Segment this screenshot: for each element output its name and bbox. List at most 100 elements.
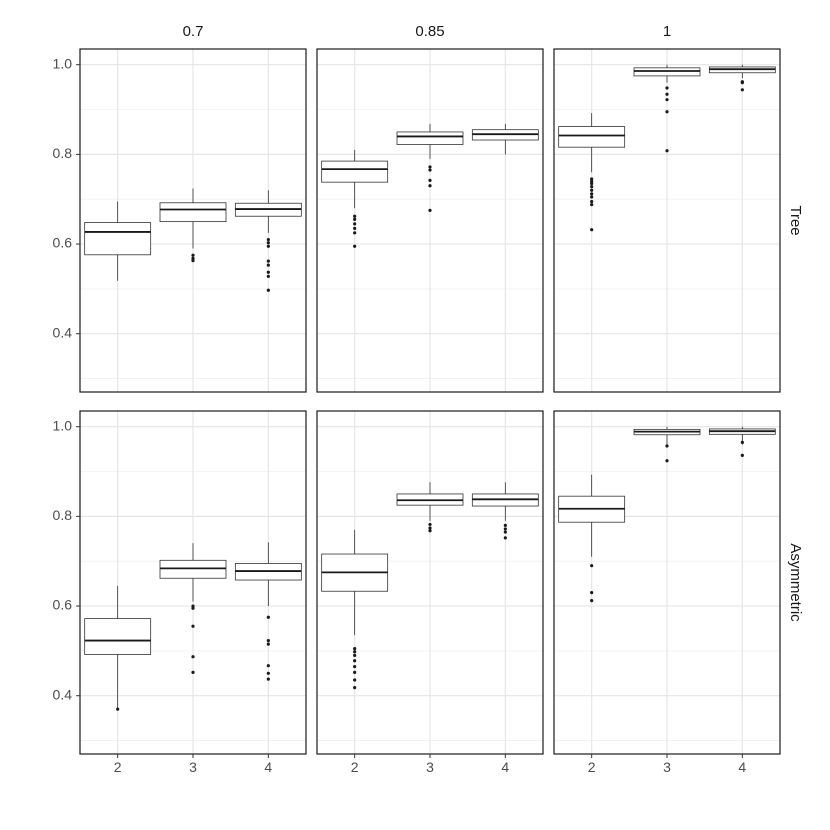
- outlier-point: [266, 288, 270, 292]
- x-tick-label: 2: [351, 759, 359, 775]
- outlier-point: [590, 599, 594, 603]
- outlier-point: [590, 195, 594, 199]
- boxplot-cat-3: [159, 543, 227, 674]
- boxplot-cat-3: [633, 426, 701, 463]
- boxplot-cat-2: [84, 585, 152, 711]
- box-iqr: [159, 202, 227, 223]
- x-tick-label: 4: [264, 759, 272, 775]
- outlier-point: [590, 188, 594, 192]
- outlier-point: [353, 217, 357, 221]
- outlier-point: [266, 244, 270, 248]
- outlier-point: [590, 185, 594, 189]
- outlier-point: [353, 222, 357, 226]
- outlier-point: [266, 642, 270, 646]
- outlier-point: [428, 165, 432, 169]
- box-iqr: [84, 618, 152, 655]
- outlier-point: [665, 92, 669, 96]
- outlier-point: [428, 522, 432, 527]
- x-tick-label: 3: [189, 759, 197, 775]
- outlier-point: [191, 655, 195, 659]
- outlier-point: [503, 527, 507, 531]
- outlier-point: [428, 168, 432, 172]
- x-tick-label: 4: [501, 759, 509, 775]
- outlier-point: [665, 110, 669, 114]
- outlier-point: [590, 177, 594, 181]
- outlier-point: [266, 241, 270, 245]
- outlier-point: [353, 664, 357, 669]
- outlier-point: [503, 536, 507, 540]
- boxplot-cat-2: [321, 149, 389, 248]
- outlier-point: [191, 606, 195, 610]
- boxplot-cat-3: [396, 123, 464, 213]
- outlier-point: [191, 624, 195, 628]
- outlier-point: [191, 259, 195, 263]
- outlier-point: [428, 529, 432, 533]
- boxplot-cat-3: [159, 188, 227, 263]
- outlier-point: [191, 253, 195, 257]
- y-tick-label: 0.8: [53, 145, 73, 161]
- outlier-point: [191, 670, 195, 674]
- outlier-point: [503, 530, 507, 534]
- outlier-point: [503, 523, 507, 527]
- outlier-point: [266, 263, 270, 267]
- outlier-point: [266, 664, 270, 668]
- column-strip-label: 0.7: [183, 23, 204, 40]
- boxplot-cat-2: [321, 529, 389, 690]
- outlier-point: [266, 259, 270, 263]
- boxplot-cat-4: [471, 123, 539, 155]
- facet-panel: [554, 411, 780, 754]
- outlier-point: [665, 444, 669, 448]
- outlier-point: [740, 440, 744, 444]
- outlier-point: [353, 659, 357, 663]
- y-tick-label: 0.8: [53, 507, 73, 523]
- outlier-point: [590, 202, 594, 207]
- outlier-point: [428, 526, 432, 530]
- outlier-point: [191, 604, 195, 608]
- outlier-point: [428, 208, 432, 213]
- column-strip-label: 0.85: [415, 23, 444, 40]
- boxplot-cat-4: [471, 482, 539, 540]
- outlier-point: [353, 226, 357, 230]
- boxplot-cat-3: [396, 482, 464, 533]
- x-tick-label: 4: [738, 759, 746, 775]
- x-tick-label: 3: [426, 759, 434, 775]
- outlier-point: [353, 650, 357, 654]
- outlier-point: [590, 179, 594, 183]
- outlier-point: [266, 677, 270, 681]
- outlier-point: [665, 149, 669, 153]
- box-iqr: [84, 222, 152, 256]
- row-strip-label: Tree: [787, 205, 804, 235]
- outlier-point: [740, 453, 744, 457]
- boxplot-cat-4: [234, 190, 302, 292]
- outlier-point: [353, 653, 357, 657]
- panel-border: [553, 48, 781, 393]
- outlier-point: [590, 228, 594, 232]
- outlier-point: [590, 192, 594, 196]
- outlier-point: [353, 686, 357, 690]
- outlier-point: [116, 707, 120, 711]
- outlier-point: [665, 98, 669, 102]
- column-strip-label: 1: [663, 23, 671, 40]
- y-tick-label: 0.6: [53, 597, 73, 613]
- box-iqr: [558, 126, 626, 148]
- boxplot-cat-2: [84, 201, 152, 281]
- outlier-point: [266, 671, 270, 675]
- outlier-point: [353, 670, 357, 674]
- x-tick-label: 2: [588, 759, 596, 775]
- outlier-point: [191, 256, 195, 260]
- outlier-point: [665, 459, 669, 463]
- box-iqr: [321, 160, 389, 183]
- x-tick-label: 2: [114, 759, 122, 775]
- outlier-point: [353, 678, 357, 682]
- outlier-point: [266, 237, 270, 242]
- y-tick-label: 0.4: [53, 324, 73, 340]
- outlier-point: [590, 564, 594, 568]
- outlier-point: [590, 181, 594, 186]
- outlier-point: [740, 81, 744, 85]
- outlier-point: [353, 647, 357, 651]
- outlier-point: [428, 184, 432, 188]
- y-tick-label: 0.4: [53, 686, 73, 702]
- outlier-point: [665, 86, 669, 90]
- panel-border: [316, 48, 544, 393]
